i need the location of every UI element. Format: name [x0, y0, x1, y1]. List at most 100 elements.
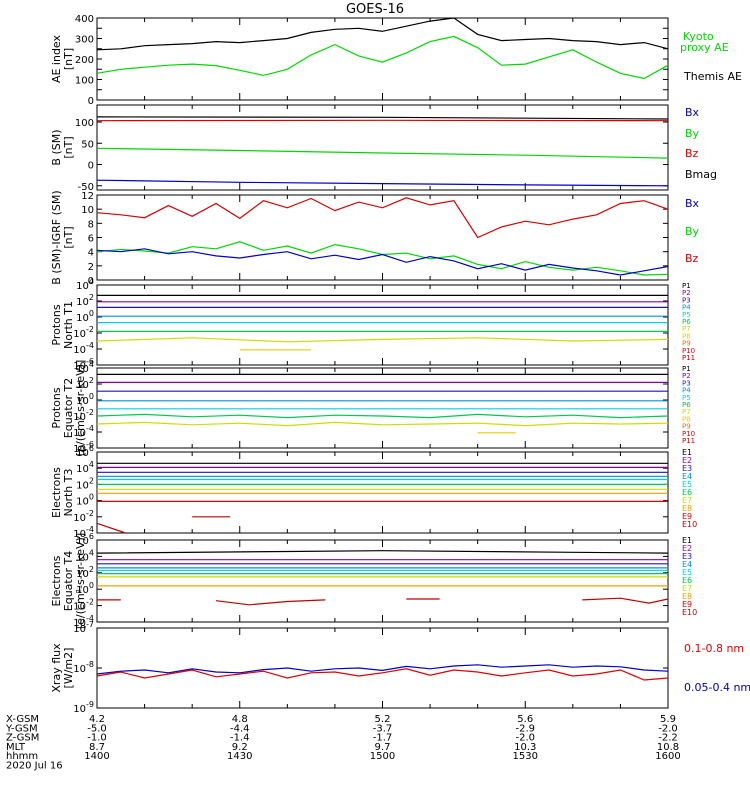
legend-entry: P3 [682, 296, 691, 304]
panel-7 [96, 539, 669, 623]
x-axis-row-value: 9.7 [375, 742, 391, 753]
panel-4 [96, 284, 669, 366]
y-tick-label: 200 [75, 55, 94, 66]
x-axis-row-value: 5.6 [517, 714, 533, 725]
x-axis-row-value: 4.8 [232, 714, 248, 725]
legend-entry: P5 [682, 311, 691, 319]
y-tick-label: 100 [76, 493, 94, 508]
x-axis-row-value: -2.0 [515, 733, 535, 744]
y-axis-label: North T1 [62, 301, 75, 349]
legend-entry: P6 [682, 401, 691, 409]
legend-entry: E2 [682, 456, 692, 465]
legend-entry: E10 [682, 520, 697, 529]
y-tick-label: 10-4 [73, 614, 94, 629]
legend-entry: E7 [682, 496, 692, 505]
y-tick-label: 0 [88, 96, 94, 107]
legend-entry: E6 [682, 488, 692, 497]
x-axis-row-value: -1.4 [230, 733, 250, 744]
series-line-0-1-0-8-nm [96, 668, 669, 681]
x-axis-row-label: X-GSM [6, 714, 39, 725]
legend-entry: E1 [682, 536, 692, 545]
legend-entry: Bz [685, 147, 699, 160]
y-tick-label: 102 [76, 376, 94, 391]
legend-entry: P7 [682, 325, 691, 333]
panel-8 [96, 627, 669, 709]
legend-entry: P10 [682, 347, 695, 355]
legend-entry: E8 [682, 504, 692, 513]
y-tick-label: 10 [81, 205, 94, 216]
panel-frame [96, 17, 669, 101]
legend-entry: P1 [682, 282, 691, 290]
legend-entry: P8 [682, 415, 691, 423]
x-axis-row-label: hhmm [6, 751, 38, 762]
series-line-p7 [96, 337, 669, 343]
y-axis-label: [e/(cm²-s-sr-keV)] [74, 533, 87, 629]
legend-entry: E9 [682, 600, 692, 609]
y-tick-label: 104 [76, 360, 94, 375]
x-axis-row-value: -1.0 [87, 733, 107, 744]
panel-3 [96, 194, 669, 281]
series-line-p6 [96, 413, 669, 419]
legend-entry: E3 [682, 552, 692, 561]
legend-entry: By [685, 127, 700, 140]
x-axis-row-value: 1430 [227, 751, 252, 762]
panel-1 [96, 17, 669, 101]
legend-entry: E3 [682, 464, 692, 473]
series-line-bx [96, 179, 669, 187]
y-axis-label: Equator T4 [62, 551, 75, 611]
panel-frame [96, 451, 669, 534]
panel-2 [96, 104, 669, 191]
y-tick-label: 10-4 [73, 525, 94, 540]
y-tick-label: 100 [76, 309, 94, 324]
y-axis-label: Xray flux [50, 643, 63, 693]
legend-entry: P2 [682, 289, 691, 297]
y-tick-label: 0 [88, 276, 94, 287]
y-tick-label: 104 [76, 277, 94, 292]
legend-entry: P5 [682, 394, 691, 402]
series-line-e1 [96, 550, 669, 554]
y-axis-label: Equator T2 [62, 378, 75, 438]
y-tick-label: 2 [88, 262, 94, 273]
y-tick-label: 8 [88, 219, 94, 230]
series-line-bmag [96, 116, 669, 120]
y-tick-label: 10-7 [73, 620, 94, 635]
y-axis-label: [nT] [62, 48, 75, 70]
legend-entry: E8 [682, 592, 692, 601]
y-tick-label: 100 [75, 118, 94, 129]
panel-6 [96, 451, 669, 534]
y-axis-label: B (SM) [50, 129, 63, 165]
y-tick-label: 6 [88, 234, 94, 245]
legend-entry: E4 [682, 560, 692, 569]
legend-entry: E9 [682, 512, 692, 521]
panel-frame [96, 627, 669, 709]
legend-entry: Bx [685, 197, 700, 210]
x-axis-row-label: Z-GSM [6, 733, 39, 744]
series-line-by [96, 241, 669, 276]
y-tick-label: 10-6 [73, 440, 94, 455]
series-line-themis-ae [96, 17, 669, 51]
legend-entry: E10 [682, 608, 697, 617]
x-axis-row-value: -1.7 [373, 733, 393, 744]
y-tick-label: 10-2 [73, 598, 94, 613]
y-tick-label: 10-2 [73, 509, 94, 524]
x-axis-row-value: -2.2 [658, 733, 678, 744]
legend-entry: E7 [682, 584, 692, 593]
series-line-e9d [582, 597, 669, 604]
series-line-bx [96, 248, 669, 276]
series-line-kyoto-proxy-ae [96, 35, 669, 80]
y-tick-label: 104 [76, 548, 94, 563]
x-axis-row-value: 5.9 [660, 714, 676, 725]
y-axis-label: Electrons [50, 467, 63, 518]
legend-entry: E4 [682, 472, 692, 481]
series-line-e9b [215, 599, 326, 606]
x-axis-row-label: MLT [6, 742, 26, 753]
legend-entry: P6 [682, 318, 691, 326]
y-tick-label: 104 [76, 460, 94, 475]
x-axis-row-value: 1600 [655, 751, 680, 762]
x-axis-row-value: 10.8 [657, 742, 679, 753]
y-axis-label: AE index [50, 34, 63, 83]
legend-entry: P4 [682, 304, 691, 312]
legend-entry: Bmag [685, 168, 717, 181]
x-axis-row-value: 1400 [84, 751, 109, 762]
